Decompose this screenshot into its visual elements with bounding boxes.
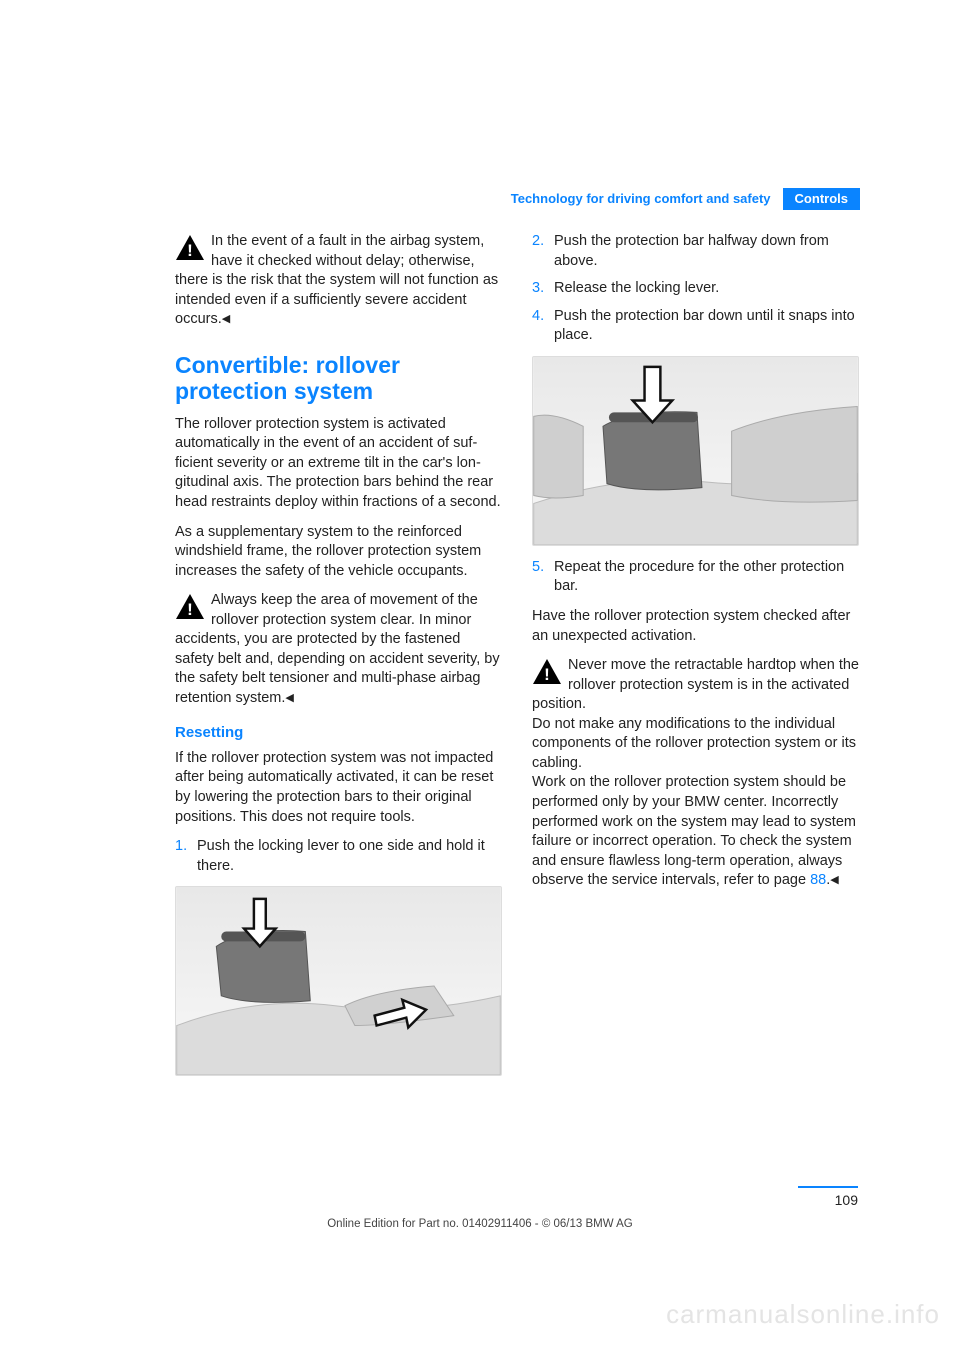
step-text: Repeat the procedure for the other prote… (554, 558, 859, 597)
header-tab: Controls (783, 188, 860, 210)
para-resetting: If the rollover protection system was no… (175, 749, 502, 827)
step-number: 3. (532, 279, 554, 299)
watermark: carmanualsonline.info (666, 1299, 940, 1330)
list-item: 2.Push the protection bar halfway down f… (532, 232, 859, 271)
footer-text: Online Edition for Part no. 01402911406 … (0, 1218, 960, 1230)
warning-text-cont2: Work on the rollover protection system s… (532, 774, 856, 888)
warning-hardtop: ! Never move the retractable hardtop whe… (532, 656, 859, 891)
right-column: 2.Push the protection bar halfway down f… (532, 232, 859, 1088)
para-rollover-2: As a supplementary system to the reinfor… (175, 523, 502, 582)
page-ref-link[interactable]: 88 (810, 872, 826, 888)
page-number: 109 (798, 1186, 858, 1208)
svg-text:!: ! (187, 600, 193, 619)
warning-icon: ! (532, 658, 562, 685)
list-item: 4.Push the protection bar down until it … (532, 307, 859, 346)
step-number: 1. (175, 837, 197, 876)
page-header: Technology for driving comfort and safet… (175, 188, 860, 210)
warning-keep-clear: ! Always keep the area of movement of th… (175, 591, 502, 708)
step-number: 2. (532, 232, 554, 271)
reset-steps-5: 5.Repeat the procedure for the other pro… (532, 558, 859, 597)
reset-steps-1: 1.Push the locking lever to one side and… (175, 837, 502, 876)
warning-text: Never move the retractable hardtop when … (532, 657, 859, 712)
left-column: ! In the event of a fault in the airbag … (175, 232, 502, 1088)
figure-push-down (532, 356, 859, 546)
step-text: Push the protection bar down until it sn… (554, 307, 859, 346)
end-marker-icon: ◀ (830, 873, 838, 888)
svg-text:!: ! (544, 665, 550, 684)
reset-steps-2to4: 2.Push the protection bar halfway down f… (532, 232, 859, 346)
warning-airbag-fault: ! In the event of a fault in the airbag … (175, 232, 502, 330)
heading-rollover: Convertible: rollover protection system (175, 352, 502, 405)
step-number: 5. (532, 558, 554, 597)
figure-reset-lever (175, 886, 502, 1076)
step-text: Push the locking lever to one side and h… (197, 837, 502, 876)
warning-text: Always keep the area of movement of the … (175, 592, 500, 706)
heading-resetting: Resetting (175, 723, 502, 743)
list-item: 5.Repeat the procedure for the other pro… (532, 558, 859, 597)
warning-icon: ! (175, 234, 205, 261)
step-text: Push the protection bar halfway down fro… (554, 232, 859, 271)
list-item: 1.Push the locking lever to one side and… (175, 837, 502, 876)
warning-icon: ! (175, 593, 205, 620)
step-text: Release the locking lever. (554, 279, 859, 299)
step-number: 4. (532, 307, 554, 346)
para-have-checked: Have the rollover protection system chec… (532, 607, 859, 646)
para-rollover-1: The rollover protection system is activa… (175, 415, 502, 513)
list-item: 3.Release the locking lever. (532, 279, 859, 299)
end-marker-icon: ◀ (222, 312, 230, 327)
warning-text-cont: Do not make any modifications to the ind… (532, 716, 856, 771)
svg-text:!: ! (187, 241, 193, 260)
end-marker-icon: ◀ (285, 691, 293, 706)
header-section: Technology for driving comfort and safet… (511, 188, 783, 210)
